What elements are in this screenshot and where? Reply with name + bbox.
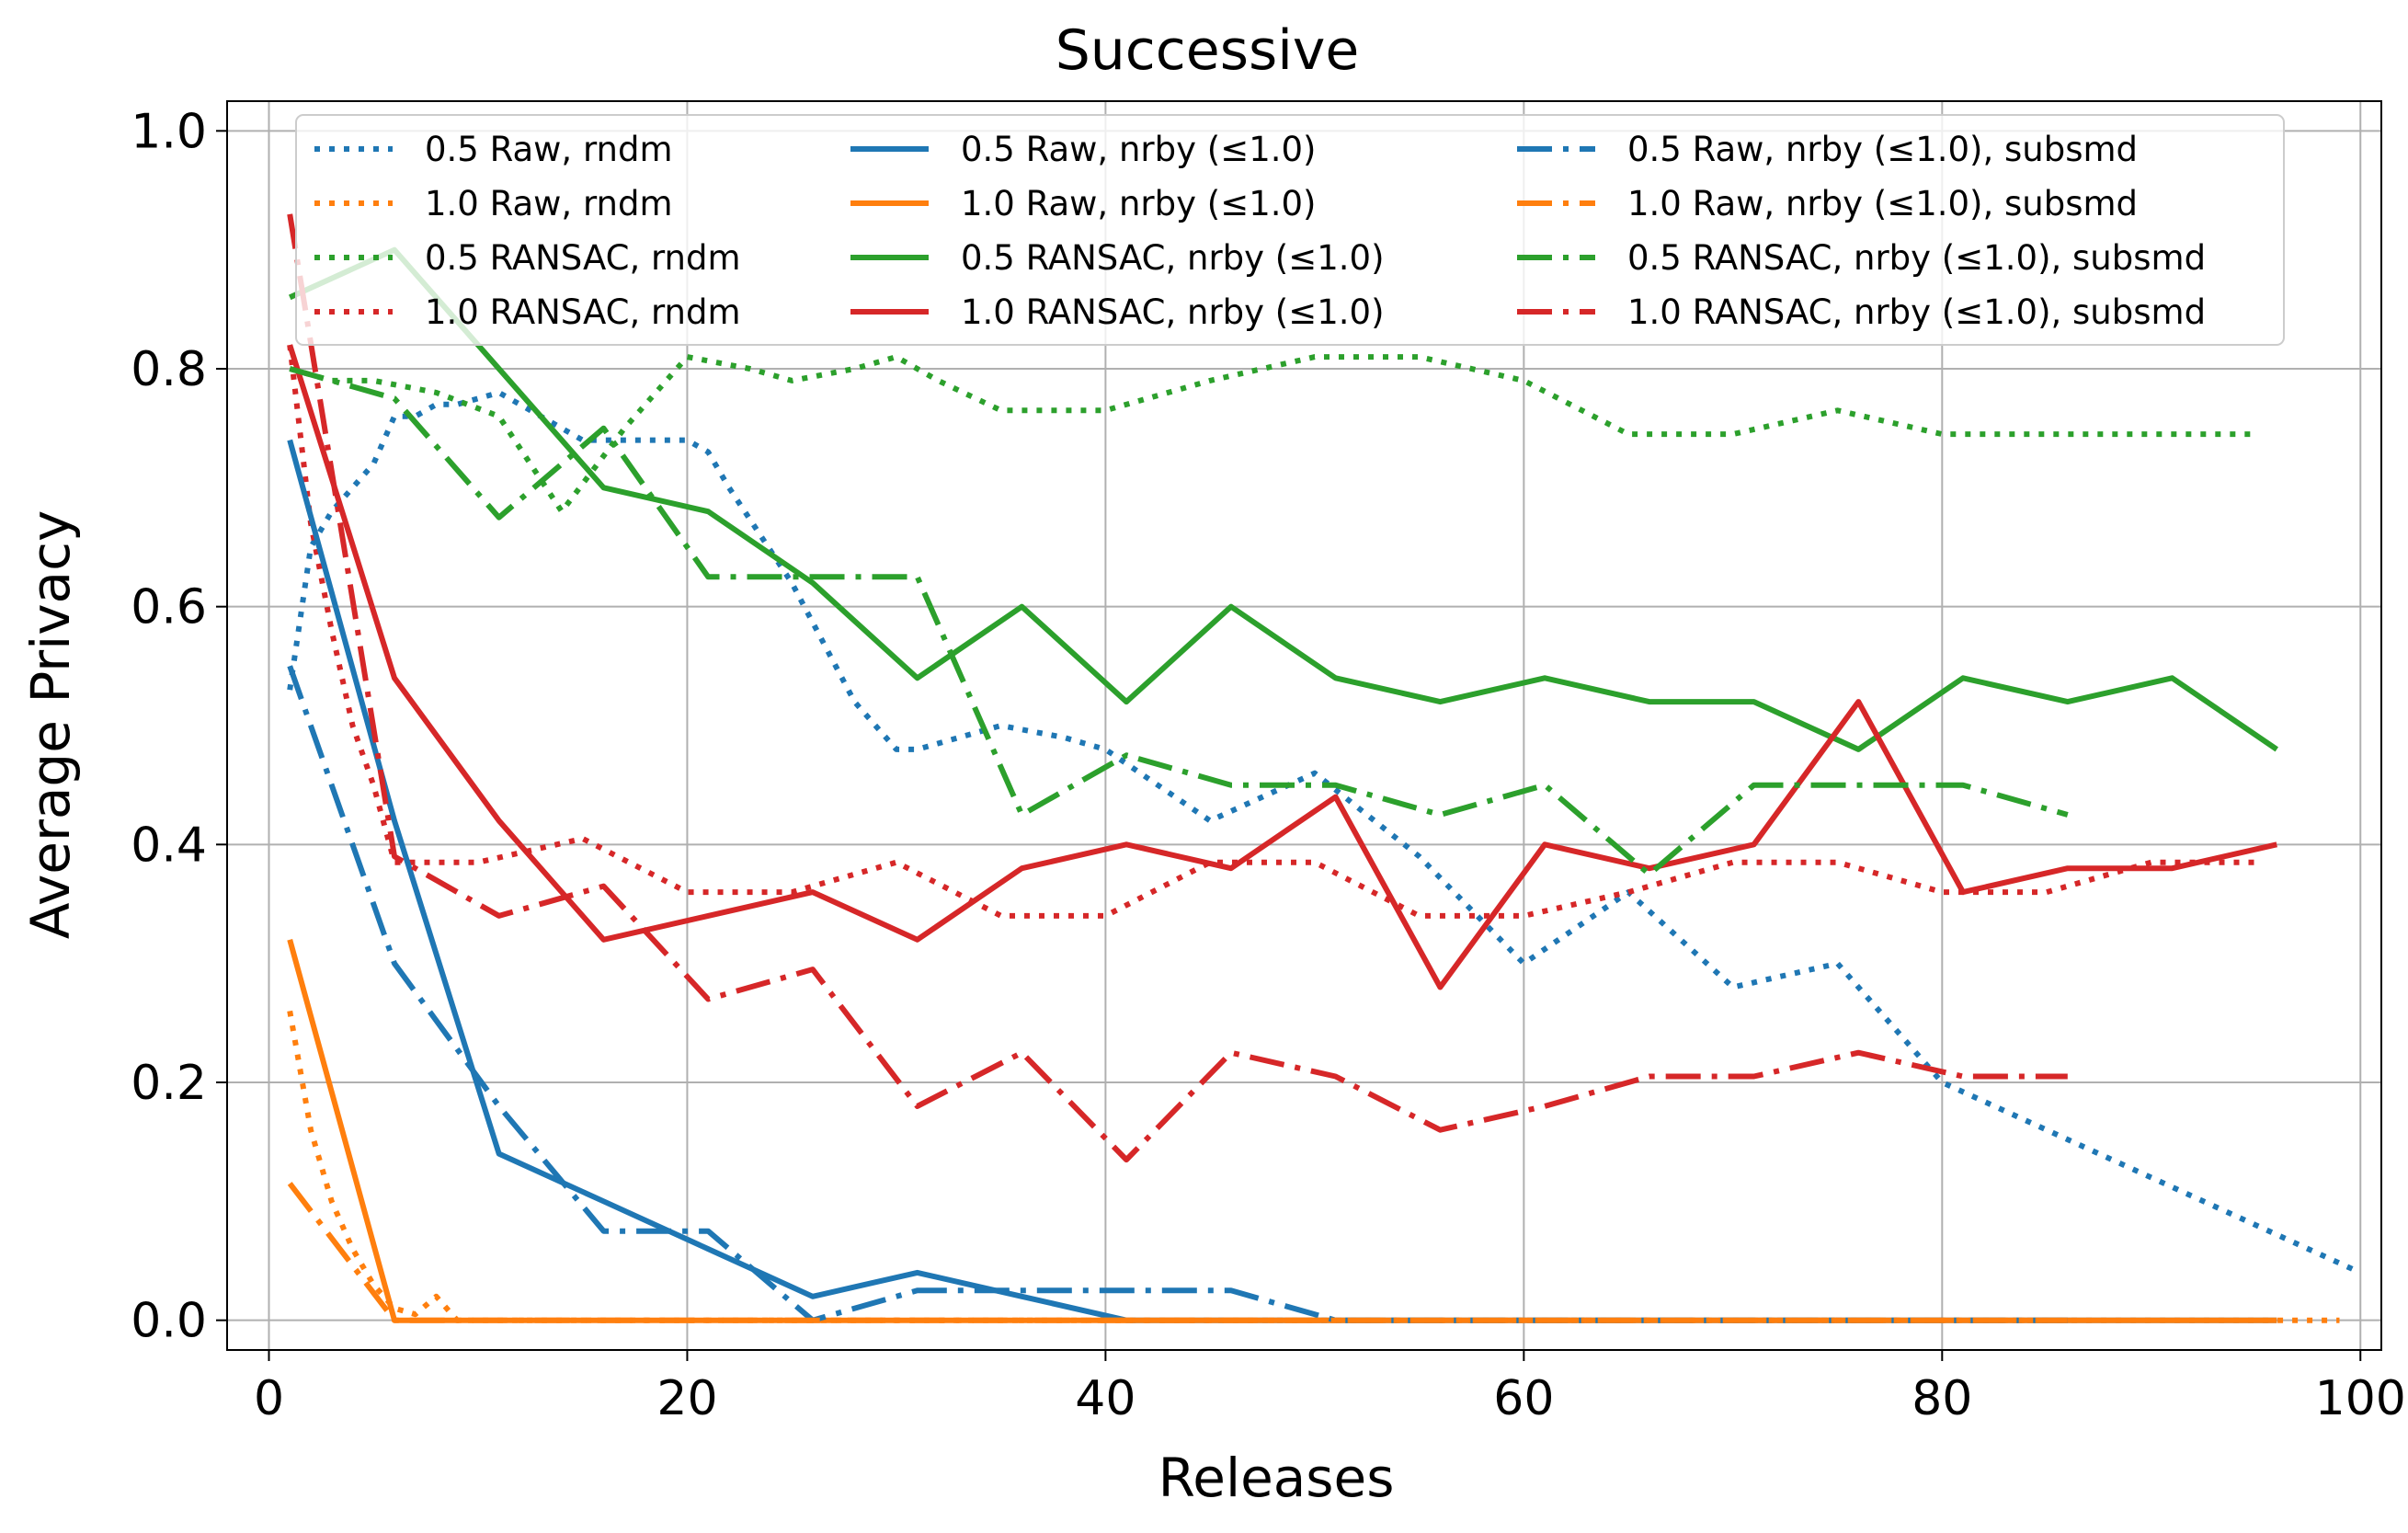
series-line-6	[288, 246, 2278, 752]
legend-label-11: 1.0 RANSAC, nrby (≤1.0), subsmd	[1627, 292, 2206, 332]
series-line-3	[287, 344, 2256, 919]
legend: 0.5 Raw, rndm 1.0 Raw, rndm 0.5 RANSAC, rn…	[295, 114, 2285, 346]
chart-title: Successive	[1056, 18, 1360, 83]
x-tick-label: 40	[1075, 1371, 1136, 1426]
x-axis: 0 20 40 60 80 100	[254, 1350, 2406, 1426]
series-line-7	[287, 344, 2277, 990]
y-tick-label: 0.6	[131, 580, 207, 635]
y-tick-label: 1.0	[131, 104, 207, 159]
x-tick-label: 80	[1912, 1371, 1972, 1426]
legend-label-5: 1.0 Raw, nrby (≤1.0)	[961, 184, 1316, 223]
y-axis-title: Average Privacy	[19, 510, 82, 940]
x-tick-label: 60	[1493, 1371, 1554, 1426]
x-tick-label: 0	[254, 1371, 284, 1426]
y-tick-label: 0.0	[131, 1294, 207, 1349]
plot-frame	[226, 100, 2382, 1351]
legend-label-3: 1.0 RANSAC, rndm	[425, 292, 741, 332]
series-line-1	[287, 1010, 2340, 1323]
series-layer	[287, 213, 2362, 1323]
legend-label-4: 0.5 Raw, nrby (≤1.0)	[961, 130, 1316, 169]
y-tick-label: 0.8	[131, 342, 207, 397]
legend-label-0: 0.5 Raw, rndm	[425, 130, 673, 169]
legend-label-10: 0.5 RANSAC, nrby (≤1.0), subsmd	[1627, 238, 2206, 278]
x-tick-label: 100	[2315, 1371, 2406, 1426]
legend-label-8: 0.5 Raw, nrby (≤1.0), subsmd	[1627, 130, 2138, 169]
series-line-0	[287, 389, 2362, 1276]
series-line-5	[287, 939, 2277, 1323]
legend-label-9: 1.0 Raw, nrby (≤1.0), subsmd	[1627, 184, 2138, 223]
y-tick-label: 0.4	[131, 818, 207, 873]
x-axis-title: Releases	[1158, 1447, 1395, 1509]
legend-label-7: 1.0 RANSAC, nrby (≤1.0)	[961, 292, 1385, 332]
series-line-4	[287, 439, 2277, 1323]
series-line-2	[289, 354, 2256, 515]
legend-label-1: 1.0 Raw, rndm	[425, 184, 673, 223]
series-line-10	[289, 366, 2069, 877]
legend-label-6: 0.5 RANSAC, nrby (≤1.0)	[961, 238, 1385, 278]
y-tick-label: 0.2	[131, 1056, 207, 1111]
series-line-9	[287, 1182, 2068, 1323]
series-line-8	[287, 665, 2068, 1323]
legend-label-2: 0.5 RANSAC, rndm	[425, 238, 741, 278]
series-line-11	[287, 213, 2068, 1163]
legend-box	[295, 114, 2285, 346]
x-tick-label: 20	[656, 1371, 717, 1426]
y-axis: 0.0 0.2 0.4 0.6 0.8 1.0	[131, 104, 227, 1349]
